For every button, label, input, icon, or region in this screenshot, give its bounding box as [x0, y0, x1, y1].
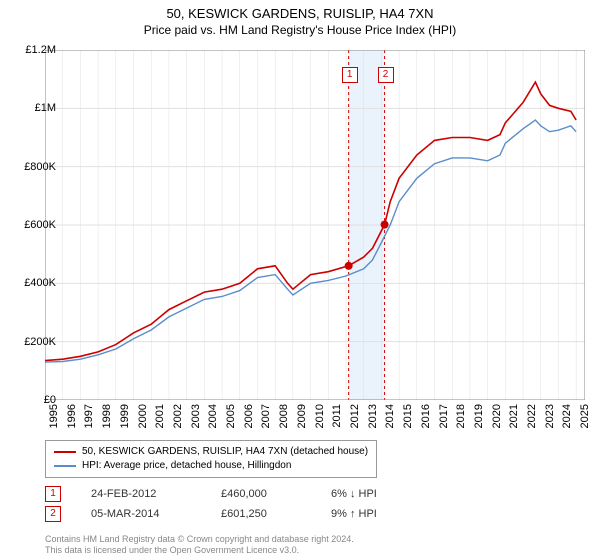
- legend-item: HPI: Average price, detached house, Hill…: [54, 459, 368, 473]
- x-tick-label: 2025: [579, 404, 591, 428]
- sale-date: 24-FEB-2012: [91, 488, 191, 500]
- sale-marker-flag: 2: [378, 64, 394, 83]
- sales-row: 1 24-FEB-2012 £460,000 6% ↓ HPI: [45, 486, 411, 502]
- x-tick-label: 2022: [526, 404, 538, 428]
- legend-label: HPI: Average price, detached house, Hill…: [82, 459, 291, 473]
- x-tick-label: 1998: [101, 404, 113, 428]
- x-tick-label: 2024: [561, 404, 573, 428]
- x-tick-label: 2010: [314, 404, 326, 428]
- x-tick-label: 2002: [172, 404, 184, 428]
- x-tick-label: 2009: [296, 404, 308, 428]
- y-tick-label: £1.2M: [16, 44, 56, 56]
- legend-item: 50, KESWICK GARDENS, RUISLIP, HA4 7XN (d…: [54, 445, 368, 459]
- y-tick-label: £800K: [16, 161, 56, 173]
- legend-swatch: [54, 451, 76, 453]
- x-tick-label: 1997: [83, 404, 95, 428]
- chart-area: [45, 50, 585, 400]
- x-tick-label: 2016: [420, 404, 432, 428]
- x-tick-label: 1996: [66, 404, 78, 428]
- x-tick-label: 1999: [119, 404, 131, 428]
- legend: 50, KESWICK GARDENS, RUISLIP, HA4 7XN (d…: [45, 440, 377, 478]
- x-tick-label: 2020: [491, 404, 503, 428]
- y-tick-label: £200K: [16, 336, 56, 348]
- x-tick-label: 2021: [508, 404, 520, 428]
- x-tick-label: 2001: [154, 404, 166, 428]
- chart-container: 50, KESWICK GARDENS, RUISLIP, HA4 7XN Pr…: [0, 0, 600, 560]
- x-tick-label: 1995: [48, 404, 60, 428]
- sales-row: 2 05-MAR-2014 £601,250 9% ↑ HPI: [45, 506, 411, 522]
- sale-hpi-delta: 9% ↑ HPI: [331, 508, 411, 520]
- x-tick-label: 2019: [473, 404, 485, 428]
- sale-marker-icon: 1: [45, 486, 61, 502]
- sale-hpi-delta: 6% ↓ HPI: [331, 488, 411, 500]
- x-tick-label: 2006: [243, 404, 255, 428]
- sale-marker-icon: 2: [45, 506, 61, 522]
- sale-marker-flag: 1: [342, 64, 358, 83]
- x-tick-label: 2004: [207, 404, 219, 428]
- x-tick-label: 2007: [260, 404, 272, 428]
- footer-line: Contains HM Land Registry data © Crown c…: [45, 534, 354, 545]
- x-tick-label: 2018: [455, 404, 467, 428]
- x-tick-label: 2000: [137, 404, 149, 428]
- legend-label: 50, KESWICK GARDENS, RUISLIP, HA4 7XN (d…: [82, 445, 368, 459]
- footer: Contains HM Land Registry data © Crown c…: [45, 534, 354, 556]
- legend-swatch: [54, 465, 76, 467]
- x-tick-label: 2005: [225, 404, 237, 428]
- y-tick-label: £400K: [16, 277, 56, 289]
- sale-marker-icon: 2: [378, 67, 394, 83]
- x-tick-label: 2003: [190, 404, 202, 428]
- x-tick-label: 2015: [402, 404, 414, 428]
- footer-line: This data is licensed under the Open Gov…: [45, 545, 354, 556]
- sale-price: £460,000: [221, 488, 301, 500]
- x-tick-label: 2014: [384, 404, 396, 428]
- sale-date: 05-MAR-2014: [91, 508, 191, 520]
- y-tick-label: £600K: [16, 219, 56, 231]
- chart-subtitle: Price paid vs. HM Land Registry's House …: [0, 23, 600, 37]
- x-tick-label: 2013: [367, 404, 379, 428]
- x-tick-label: 2011: [331, 404, 343, 428]
- x-tick-label: 2023: [544, 404, 556, 428]
- sale-price: £601,250: [221, 508, 301, 520]
- sale-marker-icon: 1: [342, 67, 358, 83]
- chart-svg: [45, 50, 585, 400]
- x-tick-label: 2008: [278, 404, 290, 428]
- x-tick-label: 2012: [349, 404, 361, 428]
- sales-table: 1 24-FEB-2012 £460,000 6% ↓ HPI 2 05-MAR…: [45, 486, 411, 526]
- x-tick-label: 2017: [438, 404, 450, 428]
- chart-title: 50, KESWICK GARDENS, RUISLIP, HA4 7XN: [0, 0, 600, 21]
- y-tick-label: £1M: [16, 102, 56, 114]
